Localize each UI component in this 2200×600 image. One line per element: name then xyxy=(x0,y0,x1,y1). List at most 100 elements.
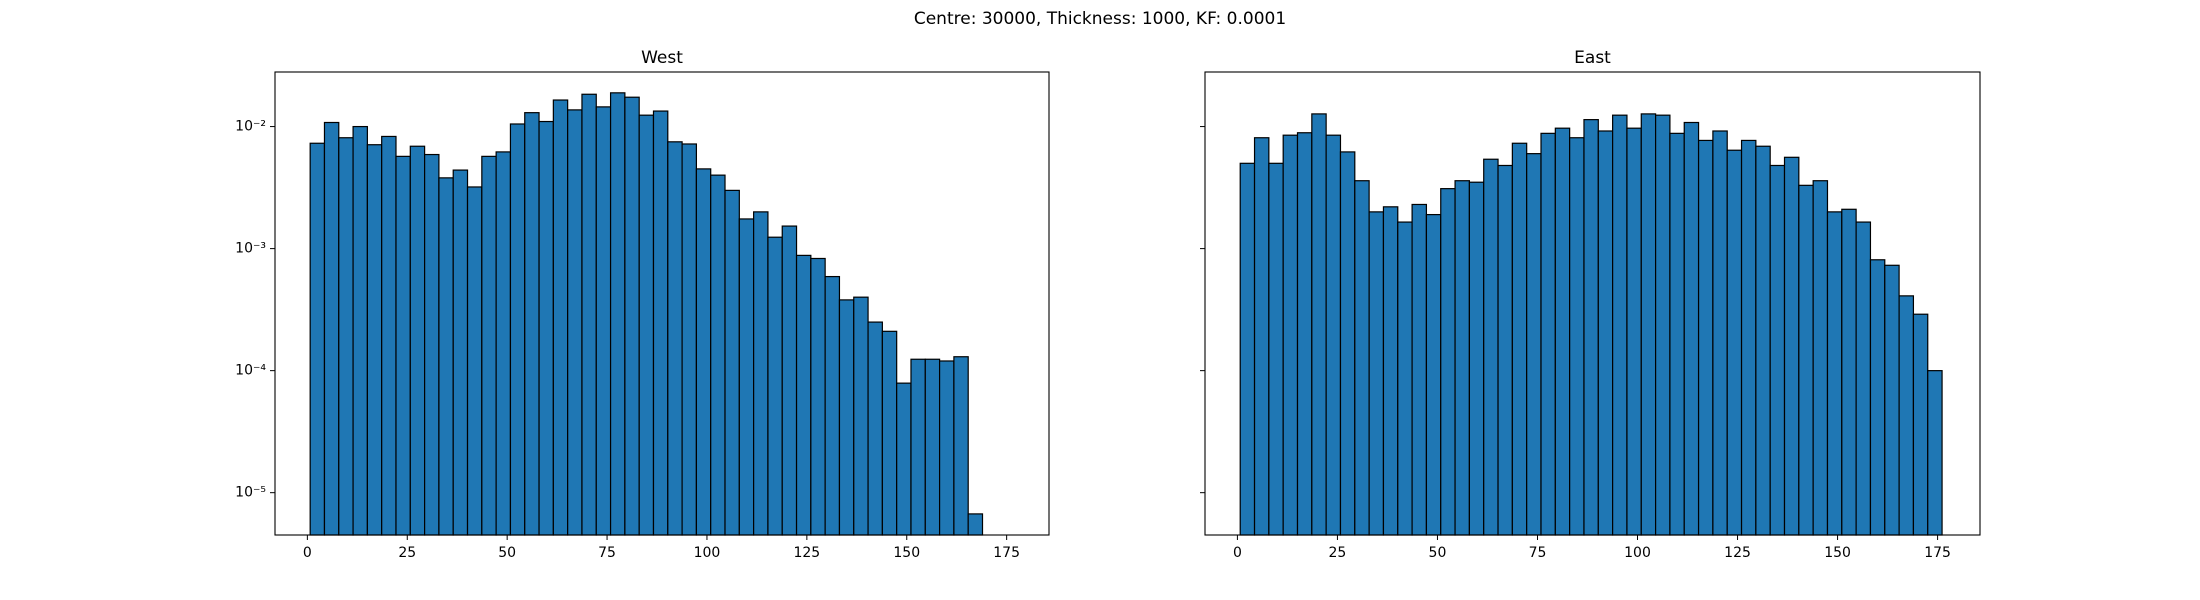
bar xyxy=(1483,158,1499,536)
x-tick-label: 25 xyxy=(398,545,416,561)
bar xyxy=(609,92,626,536)
bar xyxy=(309,142,326,536)
axes-frame xyxy=(274,71,1050,536)
bar xyxy=(1826,211,1843,536)
x-tick-label: 75 xyxy=(598,545,616,561)
bar xyxy=(1626,127,1642,536)
x-tick-label: 0 xyxy=(303,545,312,561)
bar xyxy=(1253,137,1270,536)
bar xyxy=(1726,149,1743,536)
bar xyxy=(1712,130,1728,536)
bar xyxy=(1382,206,1399,536)
bar xyxy=(1397,221,1413,536)
bar xyxy=(1884,264,1900,536)
bar xyxy=(1497,164,1513,536)
bar xyxy=(1855,221,1872,536)
x-tick-label: 175 xyxy=(1924,545,1951,561)
axes-title: West xyxy=(641,48,683,68)
bar xyxy=(896,382,912,536)
bar xyxy=(1296,132,1313,536)
bar xyxy=(1454,180,1470,536)
bar xyxy=(1569,137,1585,536)
bar xyxy=(1612,114,1628,536)
bar xyxy=(1526,153,1542,536)
bar xyxy=(1282,134,1299,536)
bar xyxy=(1239,162,1256,536)
bar xyxy=(1368,211,1385,536)
bar xyxy=(767,236,783,536)
bar xyxy=(953,356,969,536)
bar xyxy=(581,93,597,536)
bar xyxy=(667,141,683,536)
bar xyxy=(1669,132,1685,536)
bar xyxy=(753,211,769,536)
bar xyxy=(867,321,883,536)
bar xyxy=(853,296,869,536)
y-tick-label: 10⁻³ xyxy=(235,241,266,257)
x-tick-label: 150 xyxy=(1824,545,1851,561)
bar xyxy=(409,145,426,536)
bar xyxy=(1339,151,1356,536)
bar xyxy=(1425,213,1442,536)
bar xyxy=(810,257,826,536)
bar xyxy=(1912,313,1929,536)
bar xyxy=(395,155,411,536)
bar xyxy=(381,135,397,536)
bar xyxy=(738,218,755,536)
bar xyxy=(1354,180,1370,536)
bar xyxy=(681,143,698,536)
bar xyxy=(1927,370,1943,536)
bar xyxy=(710,174,726,536)
bar xyxy=(466,186,483,536)
bar xyxy=(338,137,354,536)
bar xyxy=(1325,134,1342,536)
bar xyxy=(1683,121,1700,536)
bar xyxy=(1311,113,1327,536)
x-tick-label: 25 xyxy=(1329,545,1347,561)
bar xyxy=(567,109,583,536)
figure-title: Centre: 30000, Thickness: 1000, KF: 0.00… xyxy=(914,9,1286,29)
bar xyxy=(595,106,612,536)
x-tick-label: 100 xyxy=(694,545,721,561)
x-tick-label: 50 xyxy=(498,545,516,561)
bar xyxy=(1755,145,1771,536)
x-tick-label: 125 xyxy=(1724,545,1751,561)
bar xyxy=(538,120,554,536)
x-tick-label: 150 xyxy=(893,545,920,561)
bar xyxy=(1654,114,1671,536)
x-tick-label: 125 xyxy=(793,545,820,561)
bar xyxy=(724,189,740,536)
bar xyxy=(424,153,440,536)
bar xyxy=(1841,208,1857,536)
bar xyxy=(1798,184,1814,536)
bar xyxy=(967,513,984,536)
bar xyxy=(552,99,569,536)
x-tick-label: 0 xyxy=(1233,545,1242,561)
bar xyxy=(1554,127,1571,536)
bar xyxy=(781,225,798,536)
bar xyxy=(352,125,368,536)
bar xyxy=(1511,142,1528,536)
bar xyxy=(824,275,841,536)
x-tick-label: 175 xyxy=(993,545,1020,561)
y-tick-label: 10⁻⁵ xyxy=(235,485,266,501)
y-tick-label: 10⁻⁴ xyxy=(235,363,266,379)
bar xyxy=(1468,181,1485,536)
bar xyxy=(1812,180,1829,536)
bar xyxy=(366,144,383,536)
bar xyxy=(924,358,941,536)
axes-frame xyxy=(1204,71,1981,536)
bar xyxy=(524,112,540,536)
bar xyxy=(323,121,340,536)
bar xyxy=(881,330,898,536)
x-tick-label: 50 xyxy=(1429,545,1447,561)
axes-title: East xyxy=(1574,48,1611,68)
bar xyxy=(1411,203,1428,536)
bar xyxy=(695,168,712,536)
bar xyxy=(1597,130,1614,536)
bar xyxy=(1869,259,1886,536)
bar xyxy=(838,299,855,536)
bar xyxy=(1697,139,1714,536)
bar xyxy=(1268,162,1284,536)
bar xyxy=(938,360,955,536)
